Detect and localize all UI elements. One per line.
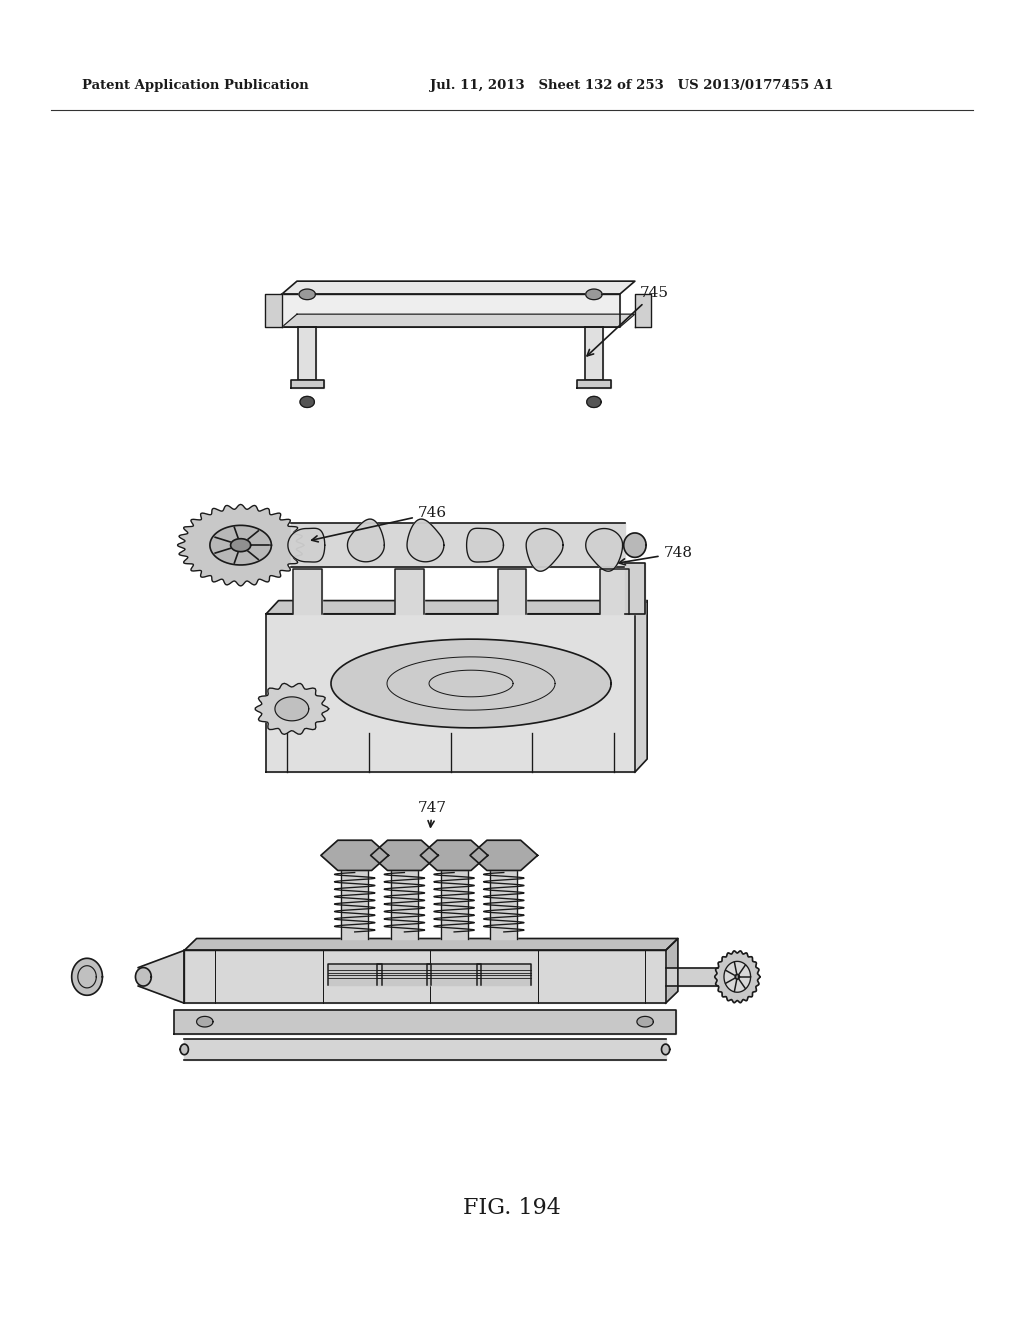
- Polygon shape: [266, 601, 647, 614]
- Polygon shape: [477, 964, 530, 985]
- Polygon shape: [635, 294, 651, 327]
- Polygon shape: [470, 841, 538, 870]
- Polygon shape: [526, 528, 563, 572]
- Polygon shape: [341, 866, 369, 939]
- Polygon shape: [298, 327, 316, 380]
- Polygon shape: [395, 569, 424, 614]
- Polygon shape: [407, 519, 443, 562]
- Text: FIG. 194: FIG. 194: [463, 1197, 561, 1218]
- Polygon shape: [666, 939, 678, 1003]
- Polygon shape: [391, 866, 418, 939]
- Polygon shape: [498, 569, 526, 614]
- Polygon shape: [135, 968, 152, 986]
- Polygon shape: [586, 528, 623, 572]
- Text: 748: 748: [618, 546, 692, 565]
- Polygon shape: [197, 1016, 213, 1027]
- Polygon shape: [331, 639, 611, 727]
- Polygon shape: [265, 294, 282, 327]
- Polygon shape: [625, 564, 645, 614]
- Polygon shape: [666, 968, 718, 986]
- Polygon shape: [715, 950, 760, 1003]
- Polygon shape: [282, 314, 635, 327]
- Polygon shape: [174, 1010, 676, 1034]
- Polygon shape: [299, 289, 315, 300]
- Polygon shape: [282, 281, 635, 294]
- Polygon shape: [266, 614, 635, 772]
- Polygon shape: [184, 1039, 666, 1060]
- Polygon shape: [288, 528, 325, 562]
- Polygon shape: [230, 539, 251, 552]
- Polygon shape: [724, 961, 751, 993]
- Polygon shape: [735, 974, 739, 979]
- Polygon shape: [635, 601, 647, 772]
- Polygon shape: [180, 1044, 188, 1055]
- Polygon shape: [600, 569, 629, 614]
- Text: Patent Application Publication: Patent Application Publication: [82, 79, 308, 92]
- Polygon shape: [440, 866, 468, 939]
- Polygon shape: [347, 519, 384, 562]
- Polygon shape: [184, 939, 678, 950]
- Polygon shape: [467, 528, 504, 562]
- Polygon shape: [72, 958, 102, 995]
- Polygon shape: [282, 294, 620, 327]
- Polygon shape: [371, 841, 438, 870]
- Polygon shape: [427, 964, 481, 985]
- Polygon shape: [291, 380, 324, 388]
- Polygon shape: [291, 523, 625, 568]
- Polygon shape: [321, 841, 388, 870]
- Polygon shape: [578, 380, 610, 388]
- Polygon shape: [378, 964, 431, 985]
- Polygon shape: [328, 964, 382, 985]
- Polygon shape: [293, 569, 322, 614]
- Polygon shape: [177, 504, 304, 586]
- Polygon shape: [587, 396, 601, 408]
- Polygon shape: [624, 533, 646, 557]
- Polygon shape: [586, 289, 602, 300]
- Polygon shape: [420, 841, 487, 870]
- Polygon shape: [637, 1016, 653, 1027]
- Polygon shape: [210, 525, 271, 565]
- Text: Jul. 11, 2013   Sheet 132 of 253   US 2013/0177455 A1: Jul. 11, 2013 Sheet 132 of 253 US 2013/0…: [430, 79, 834, 92]
- Polygon shape: [662, 1044, 670, 1055]
- Polygon shape: [184, 950, 666, 1003]
- Text: 747: 747: [418, 801, 446, 826]
- Polygon shape: [138, 950, 184, 1003]
- Text: 746: 746: [311, 507, 446, 541]
- Polygon shape: [300, 396, 314, 408]
- Polygon shape: [255, 684, 329, 734]
- Polygon shape: [585, 327, 603, 380]
- Polygon shape: [490, 866, 517, 939]
- Polygon shape: [275, 697, 309, 721]
- Text: 745: 745: [587, 286, 669, 356]
